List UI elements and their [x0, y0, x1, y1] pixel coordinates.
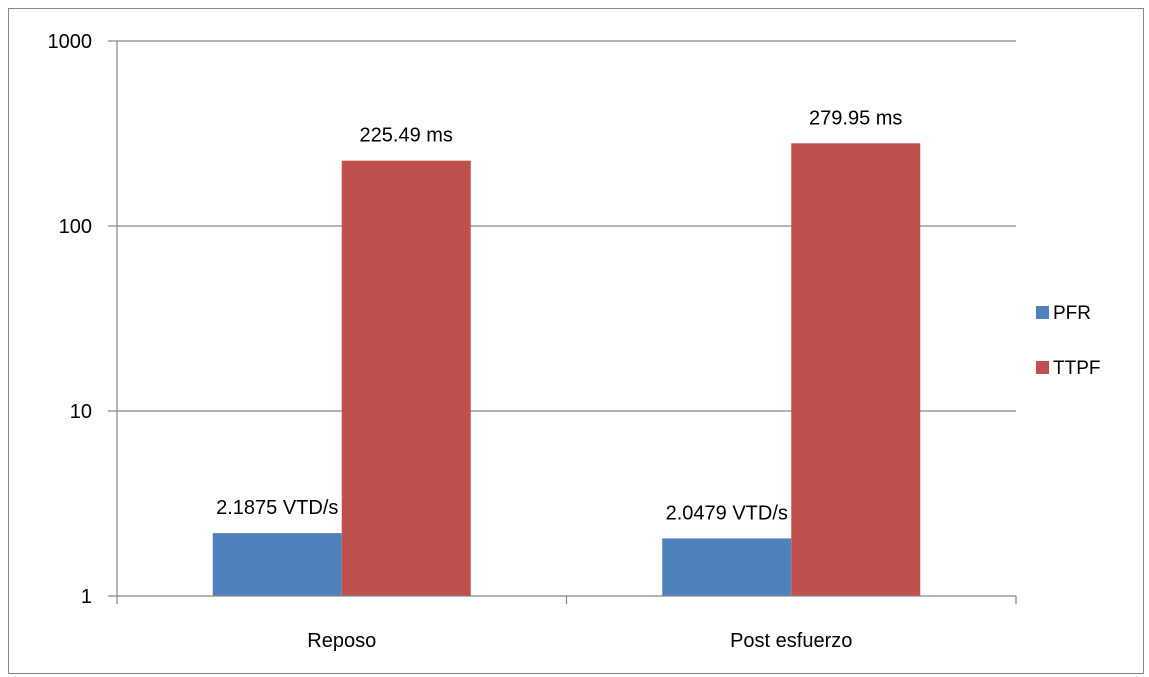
data-label: 2.0479 VTD/s — [666, 502, 788, 524]
y-tick-label: 1 — [81, 586, 92, 608]
legend-label: TTPF — [1053, 358, 1101, 379]
bar-ttpf — [341, 160, 471, 596]
data-label: 225.49 ms — [360, 125, 453, 147]
data-label: 2.1875 VTD/s — [216, 497, 338, 519]
legend: PFR TTPF — [1036, 303, 1101, 379]
bar-pfr — [662, 538, 792, 596]
legend-swatch-pfr — [1036, 306, 1049, 319]
x-category-label: Reposo — [307, 630, 376, 652]
data-label: 279.95 ms — [809, 107, 902, 129]
bar-ttpf — [791, 143, 921, 597]
x-category-label: Post esfuerzo — [730, 630, 852, 652]
y-tick-label: 100 — [59, 216, 92, 238]
bars — [212, 143, 921, 597]
axes: 1 10 100 1000 Reposo Post esfuerzo — [48, 31, 1017, 652]
legend-label: PFR — [1053, 303, 1091, 324]
y-tick-label: 1000 — [48, 31, 93, 53]
data-labels: 2.1875 VTD/s 225.49 ms 2.0479 VTD/s 279.95 … — [216, 107, 902, 524]
legend-swatch-ttpf — [1036, 361, 1049, 374]
y-tick-label: 10 — [70, 401, 92, 423]
bar-pfr — [212, 533, 342, 596]
chart-frame — [8, 8, 1144, 674]
